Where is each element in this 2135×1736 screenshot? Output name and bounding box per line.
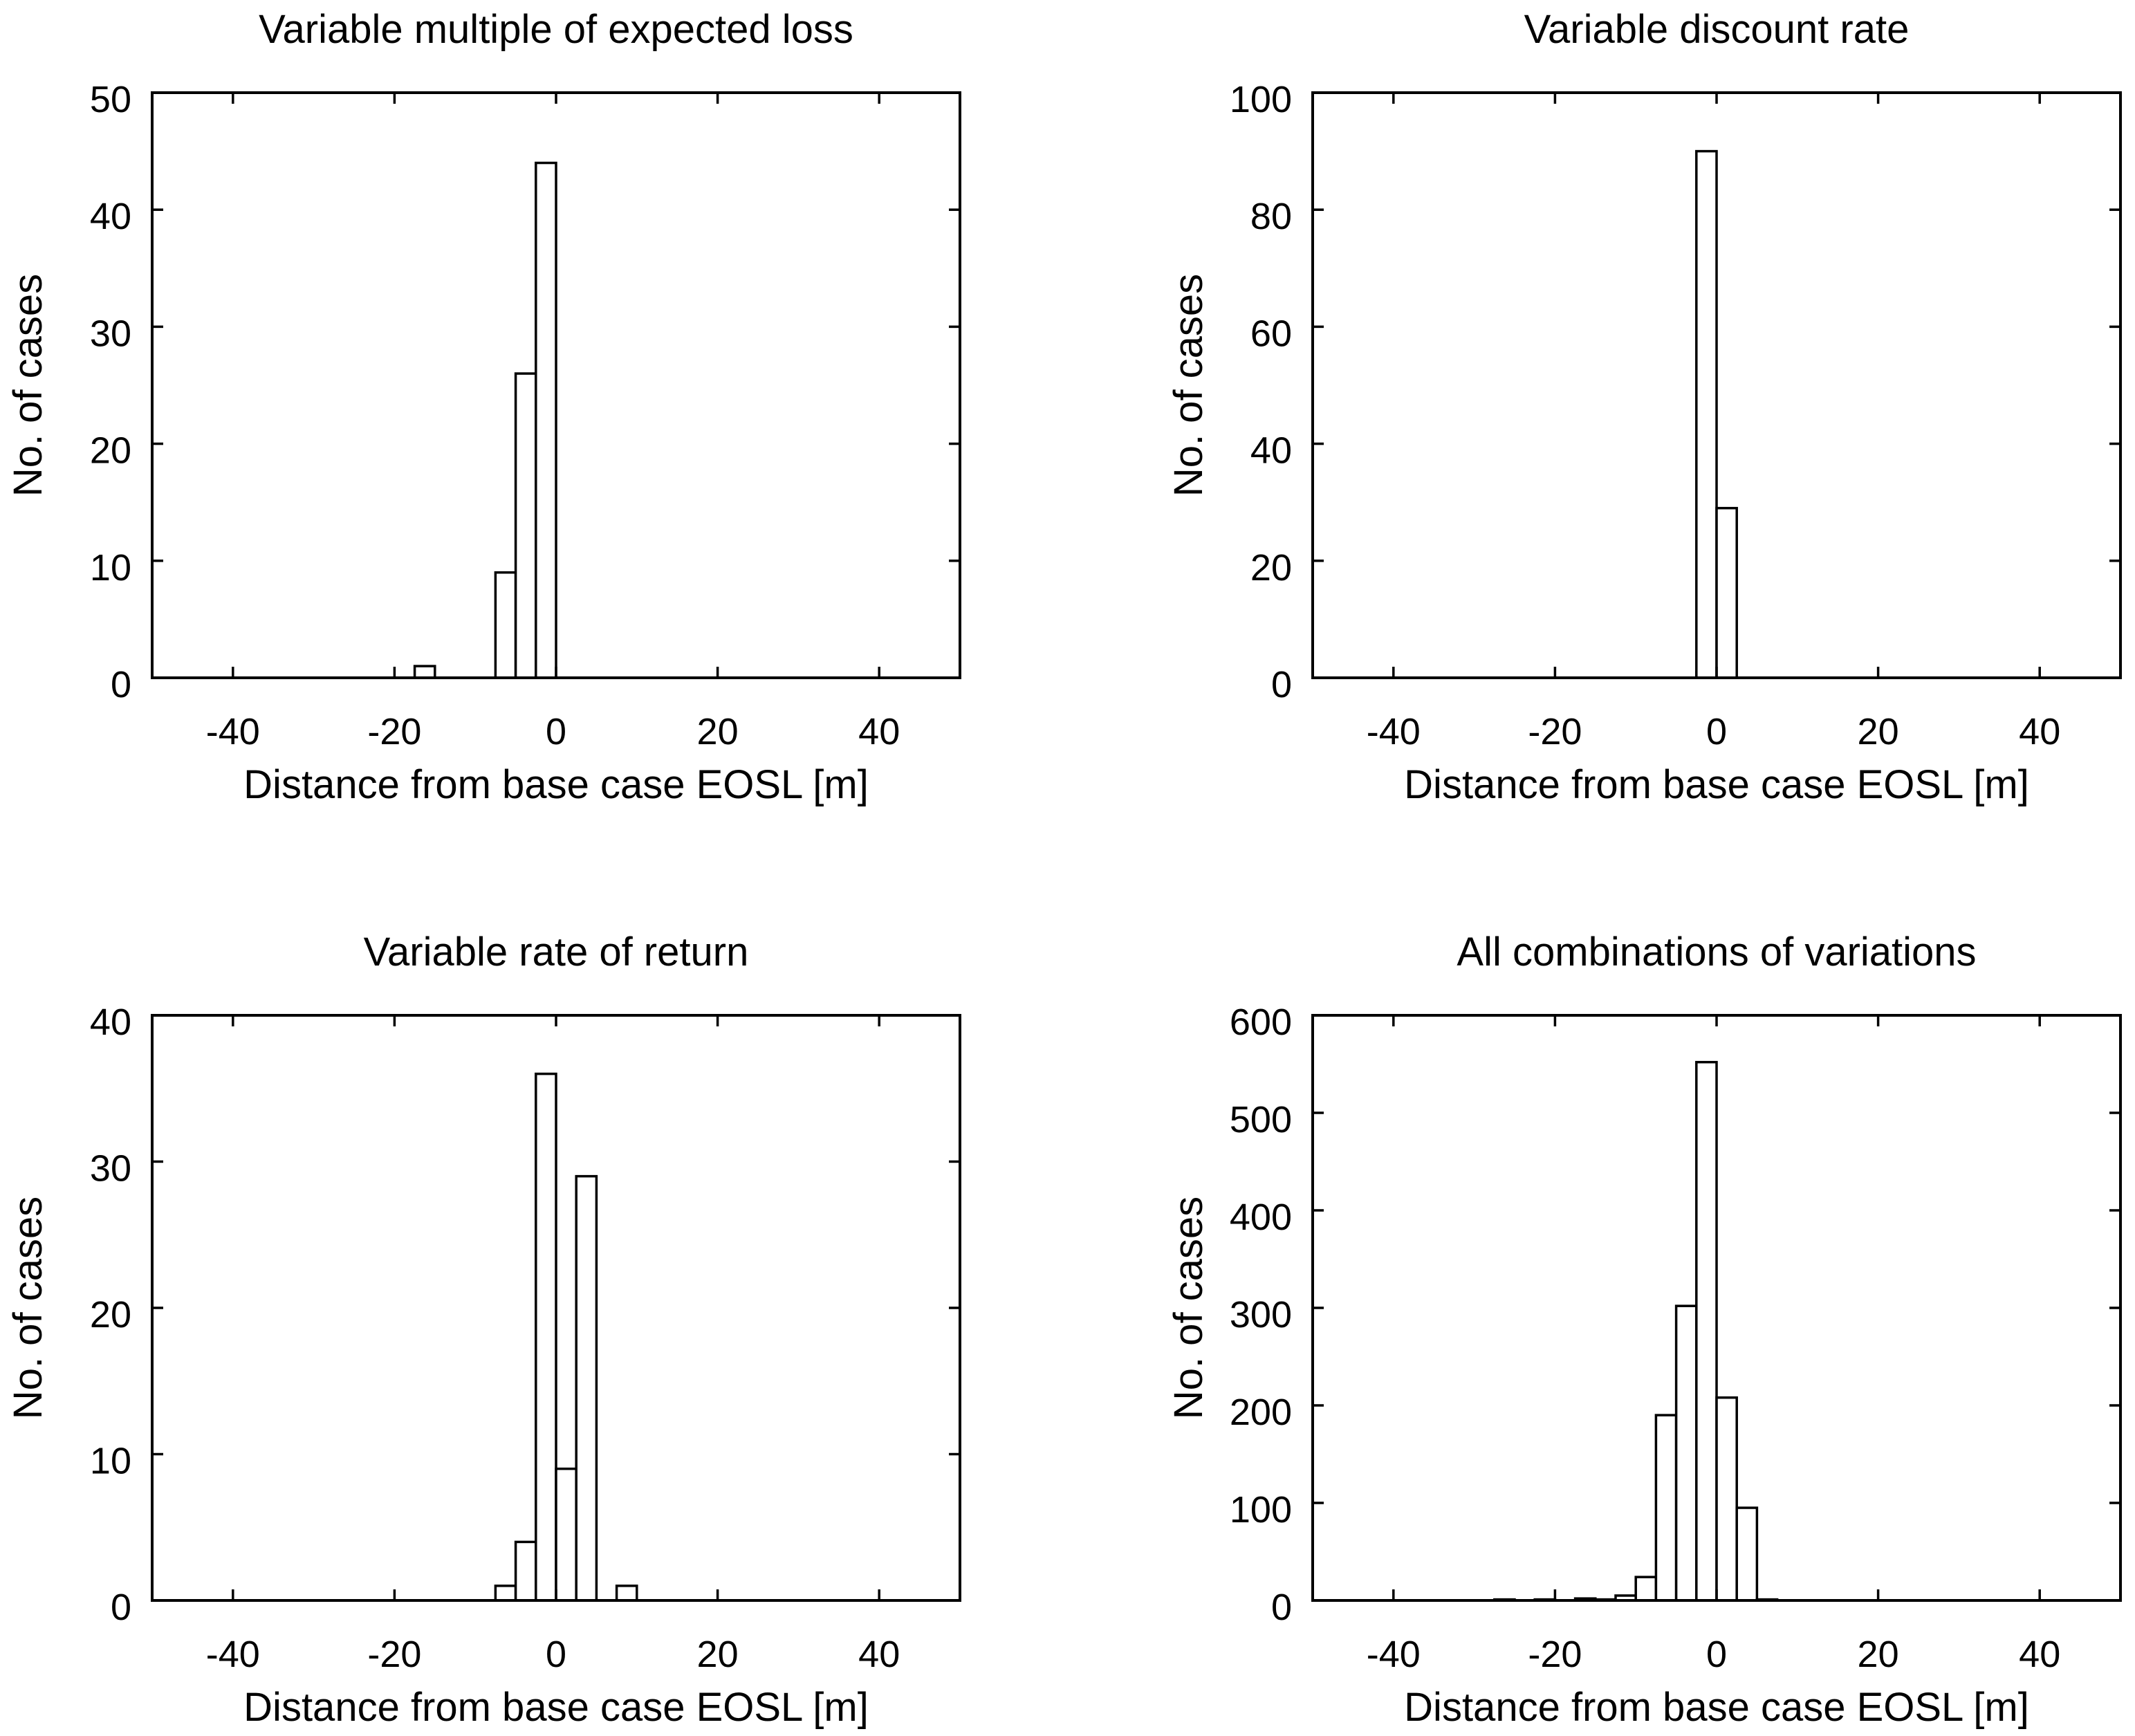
y-tick-label: 40 [90, 196, 131, 237]
x-tick-label: -20 [367, 711, 421, 752]
histogram-panel-discount-rate: Variable discount rate Distance from bas… [1166, 7, 2122, 807]
x-tick-label: 0 [1706, 711, 1727, 752]
histogram-bar [615, 1585, 638, 1602]
x-tick-label: -40 [1367, 711, 1421, 752]
x-axis-label: Distance from base case EOSL [m] [243, 762, 869, 807]
y-tick-label: 100 [1230, 79, 1292, 120]
x-tick-label: -20 [1528, 711, 1582, 752]
histogram-bar [535, 1072, 557, 1602]
y-tick-label: 30 [90, 313, 131, 354]
x-axis-label: Distance from base case EOSL [m] [243, 1685, 869, 1730]
y-axis-label: No. of cases [1166, 274, 1211, 497]
x-tick-label: 40 [2019, 711, 2060, 752]
y-axis-label: No. of cases [6, 274, 50, 497]
y-tick-label: 400 [1230, 1197, 1292, 1238]
histogram-panel-all-combinations: All combinations of variations Distance … [1166, 930, 2122, 1730]
chart-title: Variable rate of return [364, 930, 749, 975]
y-tick-label: 20 [90, 1294, 131, 1336]
y-tick-label: 80 [1250, 196, 1292, 237]
x-tick-label: -40 [1367, 1634, 1421, 1675]
y-tick-label: 300 [1230, 1294, 1292, 1336]
histogram-bar [514, 372, 537, 679]
x-tick-label: 40 [858, 1634, 900, 1675]
histogram-bar [1735, 1506, 1759, 1602]
x-tick-label: 40 [2019, 1634, 2060, 1675]
x-tick-label: 20 [697, 711, 739, 752]
histogram-bar [1695, 149, 1718, 679]
y-tick-label: 0 [111, 1587, 131, 1628]
y-tick-label: 100 [1230, 1489, 1292, 1531]
y-tick-label: 500 [1230, 1099, 1292, 1141]
y-tick-label: 0 [1271, 1587, 1292, 1628]
histogram-bar [1674, 1304, 1698, 1602]
x-tick-label: 0 [546, 1634, 566, 1675]
x-tick-label: -20 [1528, 1634, 1582, 1675]
y-axis-label: No. of cases [1166, 1197, 1211, 1419]
y-tick-label: 10 [90, 547, 131, 589]
y-tick-label: 40 [1250, 430, 1292, 472]
histogram-panel-multiple-of-expected-loss: Variable multiple of expected loss Dista… [6, 7, 961, 807]
y-tick-label: 50 [90, 79, 131, 120]
y-tick-label: 40 [90, 1001, 131, 1043]
x-axis-label: Distance from base case EOSL [m] [1404, 1685, 2029, 1730]
histogram-bar [1695, 1060, 1718, 1602]
histogram-bar [575, 1174, 598, 1602]
y-tick-label: 60 [1250, 313, 1292, 354]
histogram-panel-rate-of-return: Variable rate of return Distance from ba… [6, 930, 961, 1730]
histogram-bar [1715, 1396, 1738, 1602]
x-tick-label: 0 [1706, 1634, 1727, 1675]
y-tick-label: 10 [90, 1441, 131, 1482]
x-axis-label: Distance from base case EOSL [m] [1404, 762, 2029, 807]
y-tick-label: 20 [90, 430, 131, 472]
y-tick-label: 200 [1230, 1392, 1292, 1433]
chart-title: Variable discount rate [1524, 7, 1910, 52]
histogram-bar [1654, 1414, 1678, 1602]
histogram-bar [555, 1467, 577, 1602]
x-tick-label: -40 [206, 711, 260, 752]
histogram-bar [1715, 506, 1738, 679]
y-tick-label: 30 [90, 1148, 131, 1190]
x-tick-label: -40 [206, 1634, 260, 1675]
chart-title: All combinations of variations [1457, 930, 1976, 975]
y-tick-label: 0 [1271, 664, 1292, 705]
histogram-bar [413, 665, 436, 679]
chart-title: Variable multiple of expected loss [259, 7, 853, 52]
x-tick-label: 20 [1858, 1634, 1899, 1675]
y-axis-label: No. of cases [6, 1197, 50, 1419]
y-tick-label: 20 [1250, 547, 1292, 589]
y-tick-label: 600 [1230, 1001, 1292, 1043]
histogram-bar [535, 161, 557, 679]
x-tick-label: 20 [697, 1634, 739, 1675]
histogram-bar [494, 571, 517, 679]
x-tick-label: -20 [367, 1634, 421, 1675]
histogram-bar [1634, 1576, 1658, 1602]
histogram-bar [514, 1540, 537, 1602]
y-tick-label: 0 [111, 664, 131, 705]
x-tick-label: 0 [546, 711, 566, 752]
x-tick-label: 40 [858, 711, 900, 752]
x-tick-label: 20 [1858, 711, 1899, 752]
histogram-bar [494, 1585, 517, 1602]
